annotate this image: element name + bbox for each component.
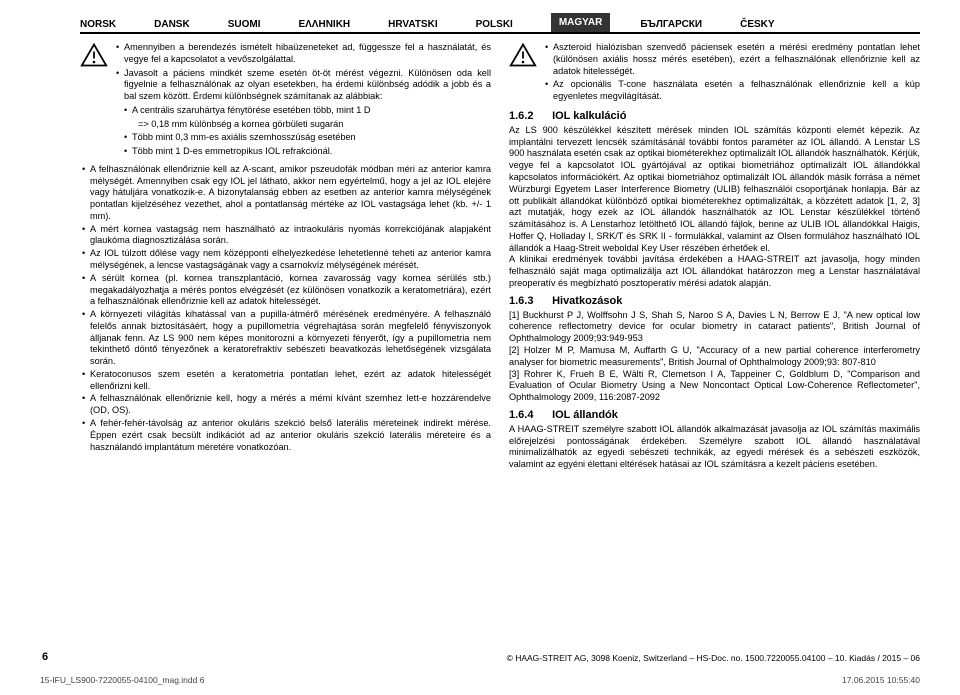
warn-bullet: Aszteroid hialózisban szenvedő páciensek…: [543, 42, 920, 77]
section-heading-164: 1.6.4 IOL állandók: [509, 408, 920, 422]
warning-icon: [509, 42, 537, 68]
reference: [2] Holzer M P, Mamusa M, Auffarth G U, …: [509, 345, 920, 369]
section-title: IOL kalkuláció: [552, 110, 626, 122]
page-number: 6: [42, 651, 48, 663]
section-title: IOL állandók: [552, 409, 618, 421]
body-bullet: A fehér-fehér-távolság az anterior okulá…: [80, 418, 491, 453]
warning-text-left: Amennyiben a berendezés ismételt hibaüze…: [114, 42, 491, 160]
footer-copyright: © HAAG-STREIT AG, 3098 Koeniz, Switzerla…: [507, 653, 920, 663]
warn-sub: A centrális szaruhártya fénytörése eseté…: [114, 105, 491, 117]
body-bullet: A felhasználónak ellenőriznie kell az A-…: [80, 164, 491, 223]
warn-sub: Több mint 1 D-es emmetropikus IOL refrak…: [114, 146, 491, 158]
warn-sub: => 0,18 mm különbség a kornea görbületi …: [114, 119, 491, 131]
body-bullet: Keratoconusos szem esetén a keratometria…: [80, 369, 491, 393]
section-number: 1.6.3: [509, 294, 549, 308]
content-columns: Amennyiben a berendezés ismételt hibaüze…: [80, 42, 920, 645]
reference: [3] Rohrer K, Frueh B E, Wälti R, Clemet…: [509, 369, 920, 404]
footer-file-ref: 15-IFU_LS900-7220055-04100_mag.indd 6: [40, 675, 204, 685]
lang-dansk[interactable]: DANSK: [154, 19, 190, 30]
lang-polski[interactable]: POLSKI: [476, 19, 513, 30]
lang-cesky[interactable]: ČESKY: [740, 19, 774, 30]
warning-text-right: Aszteroid hialózisban szenvedő páciensek…: [543, 42, 920, 105]
body-bullet: A sérült kornea (pl. kornea transzplantá…: [80, 273, 491, 308]
right-column: Aszteroid hialózisban szenvedő páciensek…: [509, 42, 920, 645]
body-bullet: A mért kornea vastagság nem használható …: [80, 224, 491, 248]
warn-bullet: Amennyiben a berendezés ismételt hibaüze…: [114, 42, 491, 66]
warning-block-right: Aszteroid hialózisban szenvedő páciensek…: [509, 42, 920, 105]
reference: [1] Buckhurst P J, Wolffsohn J S, Shah S…: [509, 310, 920, 345]
page-container: NORSK DANSK SUOMI ΕΛΛΗΝΙΚΗ HRVATSKI POLS…: [0, 0, 960, 695]
body-text: Az LS 900 készülékkel készített mérések …: [509, 125, 920, 254]
section-title: Hivatkozások: [552, 295, 622, 307]
section-number: 1.6.4: [509, 408, 549, 422]
lang-suomi[interactable]: SUOMI: [228, 19, 261, 30]
left-column: Amennyiben a berendezés ismételt hibaüze…: [80, 42, 491, 645]
body-text: A klinikai eredmények további javítása é…: [509, 254, 920, 289]
lang-magyar[interactable]: MAGYAR: [551, 13, 611, 32]
section-heading-163: 1.6.3 Hivatkozások: [509, 294, 920, 308]
warning-icon: [80, 42, 108, 68]
warn-bullet: Az opcionális T-cone használata esetén a…: [543, 79, 920, 103]
warn-sub: Több mint 0,3 mm-es axiális szemhosszúsá…: [114, 132, 491, 144]
body-bullet: A környezeti világítás kihatással van a …: [80, 309, 491, 368]
lang-greek[interactable]: ΕΛΛΗΝΙΚΗ: [298, 19, 350, 30]
body-bullet: A felhasználónak ellenőriznie kell, hogy…: [80, 393, 491, 417]
section-number: 1.6.2: [509, 109, 549, 123]
body-bullet: Az IOL túlzott dőlése vagy nem középpont…: [80, 248, 491, 272]
lang-bulgarian[interactable]: БЪЛГАРСКИ: [640, 19, 702, 30]
warn-bullet: Javasolt a páciens mindkét szeme esetén …: [114, 68, 491, 103]
lang-hrvatski[interactable]: HRVATSKI: [388, 19, 437, 30]
warning-block-left: Amennyiben a berendezés ismételt hibaüze…: [80, 42, 491, 160]
section-heading-162: 1.6.2 IOL kalkuláció: [509, 109, 920, 123]
language-tab-bar: NORSK DANSK SUOMI ΕΛΛΗΝΙΚΗ HRVATSKI POLS…: [80, 12, 920, 34]
body-text: A HAAG-STREIT személyre szabott IOL álla…: [509, 424, 920, 471]
footer-timestamp: 17.06.2015 10:55:40: [842, 675, 920, 685]
lang-norsk[interactable]: NORSK: [80, 19, 116, 30]
